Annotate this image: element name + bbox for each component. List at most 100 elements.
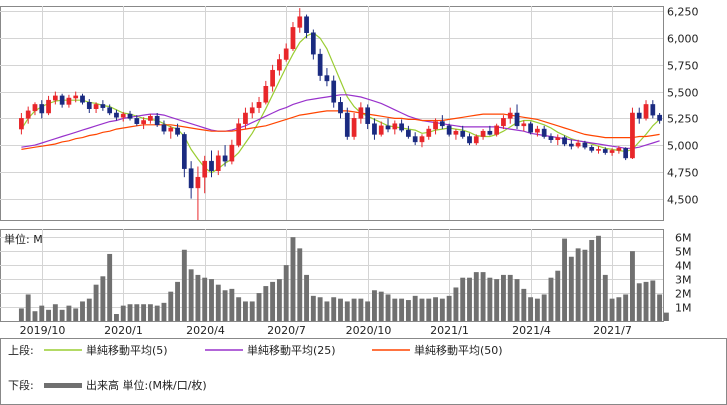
- candle-body: [19, 118, 24, 130]
- volume-bar: [405, 300, 411, 321]
- candle: [378, 121, 384, 137]
- price-tick-label: 5,750: [667, 60, 699, 73]
- legend-item-label: 単純移動平均(5): [86, 343, 168, 357]
- price-tick-label: 5,250: [667, 113, 699, 126]
- volume-bar: [107, 253, 113, 321]
- candle: [494, 123, 500, 137]
- volume-bar: [263, 286, 269, 321]
- volume-bar: [215, 284, 221, 321]
- volume-bar: [32, 311, 38, 321]
- candle-body: [419, 136, 425, 143]
- candle: [365, 104, 371, 130]
- candle: [114, 109, 119, 121]
- volume-bar: [494, 279, 500, 321]
- volume-bar: [39, 305, 45, 321]
- volume-bar: [297, 248, 303, 321]
- candle-body: [616, 148, 622, 151]
- candle-body: [127, 113, 133, 119]
- candle: [304, 14, 309, 39]
- volume-bar: [630, 251, 635, 321]
- candle-body: [406, 129, 411, 137]
- candle-body: [507, 112, 513, 119]
- volume-bar: [276, 279, 282, 321]
- candle: [283, 43, 289, 62]
- volume-bar: [161, 302, 167, 321]
- candle-body: [582, 142, 588, 148]
- price-tick-label: 6,000: [667, 33, 699, 46]
- candle-body: [229, 144, 235, 162]
- legend-frame: [0, 338, 727, 405]
- candle: [93, 102, 99, 113]
- candle: [582, 140, 588, 150]
- candle-body: [372, 123, 377, 135]
- candle: [209, 150, 214, 178]
- candle-body: [270, 69, 275, 87]
- candle: [236, 118, 242, 148]
- moving-average-line: [20, 32, 661, 174]
- x-tick-label: 2021/1: [430, 324, 469, 337]
- volume-bar: [385, 294, 391, 321]
- candle-body: [433, 121, 438, 130]
- volume-bar: [114, 314, 119, 321]
- candle-body: [215, 155, 221, 172]
- candle: [419, 134, 425, 148]
- candle: [317, 48, 323, 81]
- volume-bar: [663, 312, 669, 321]
- volume-bar: [534, 298, 540, 321]
- candle: [100, 100, 106, 111]
- candle: [596, 146, 601, 154]
- volume-bar: [501, 274, 506, 321]
- candle-body: [514, 112, 520, 127]
- candle-body: [439, 121, 445, 127]
- x-tick-label: 2021/7: [593, 324, 632, 337]
- candle-body: [562, 137, 567, 145]
- candle-body: [310, 32, 316, 55]
- volume-bar: [609, 298, 615, 321]
- volume-bar: [568, 256, 574, 321]
- candle: [439, 115, 445, 130]
- volume-bar: [555, 270, 561, 321]
- candle: [243, 107, 248, 130]
- candle-body: [297, 16, 303, 28]
- candle-body: [188, 168, 194, 189]
- candle-body: [114, 112, 119, 118]
- volume-unit-label: 単位: M: [4, 232, 43, 246]
- candle-body: [351, 118, 357, 137]
- volume-bar: [331, 297, 337, 321]
- candle: [39, 100, 45, 119]
- volume-bar: [66, 305, 72, 321]
- candle: [80, 93, 85, 105]
- volume-bar: [195, 274, 201, 321]
- candle-body: [100, 104, 106, 108]
- volume-tick-label: 4M: [675, 260, 692, 273]
- candle-body: [181, 134, 187, 169]
- candle-body: [555, 137, 561, 141]
- candle: [195, 166, 201, 220]
- volume-bar: [202, 277, 208, 321]
- candle: [229, 139, 235, 165]
- candle-body: [630, 112, 635, 159]
- volume-bar: [657, 294, 663, 321]
- candle-body: [263, 86, 269, 103]
- volume-bar: [100, 276, 106, 321]
- candle: [19, 113, 24, 135]
- candle: [399, 119, 404, 133]
- candle: [32, 102, 38, 116]
- candle-body: [358, 107, 364, 119]
- candle-body: [480, 130, 486, 137]
- volume-bar: [582, 249, 588, 321]
- candle: [324, 68, 330, 87]
- candle-body: [277, 59, 282, 71]
- candle: [453, 129, 459, 140]
- volume-bar: [596, 235, 601, 321]
- candle-body: [168, 127, 174, 132]
- candle: [460, 125, 466, 139]
- candle: [623, 147, 629, 161]
- candle: [412, 132, 418, 146]
- volume-bar: [93, 284, 99, 321]
- candle-body: [426, 128, 432, 137]
- volume-bar: [141, 304, 147, 321]
- candle-body: [392, 123, 398, 130]
- candle: [521, 120, 527, 132]
- volume-bar: [73, 308, 79, 321]
